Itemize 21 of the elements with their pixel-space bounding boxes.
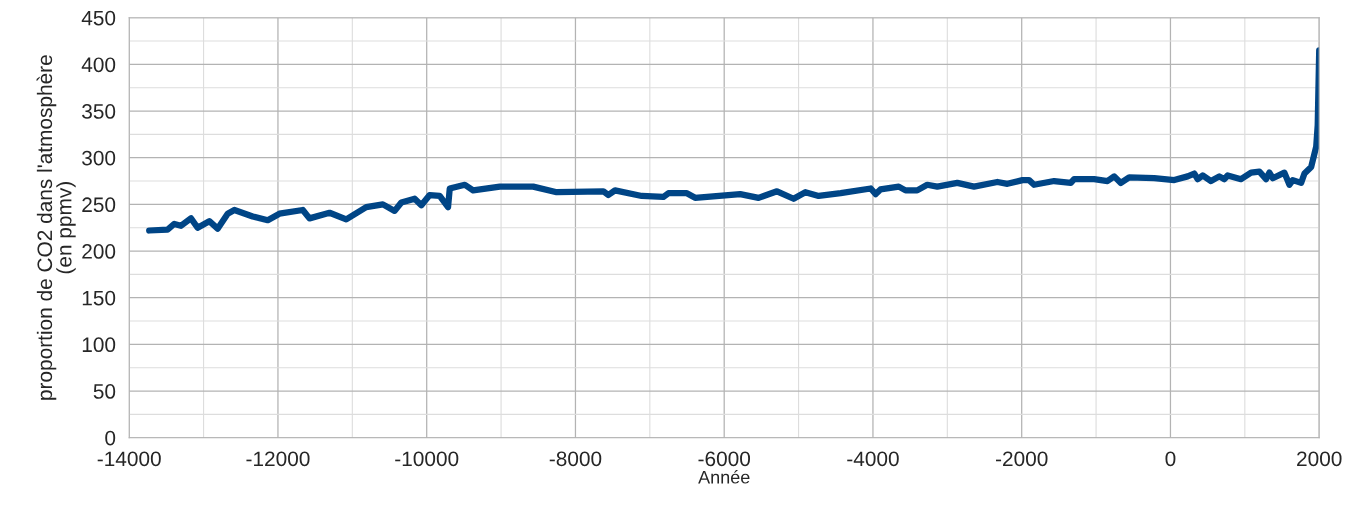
- y-tick-label: 250: [82, 197, 116, 213]
- y-tick-label: 150: [82, 290, 116, 306]
- y-tick-label: 350: [82, 104, 116, 119]
- x-tick-label: -6000: [698, 451, 751, 467]
- x-tick-label: -8000: [549, 451, 602, 467]
- x-tick-label: 2000: [1297, 451, 1342, 467]
- y-tick-label: 300: [82, 150, 116, 166]
- x-axis-title: Année: [698, 470, 750, 484]
- x-tick-label: -14000: [97, 451, 161, 467]
- y-axis-title: proportion de CO2 dans l'atmosphère (en ppmv): [36, 55, 76, 400]
- x-tick-label: 0: [1165, 451, 1176, 467]
- x-tick-label: -4000: [847, 451, 899, 467]
- y-tick-label: 450: [81, 10, 116, 26]
- y-tick-label: 50: [93, 384, 116, 399]
- y-tick-label: 400: [81, 57, 116, 73]
- x-tick-label: -10000: [395, 451, 459, 467]
- y-tick-label: 200: [82, 244, 116, 259]
- y-tick-label: 100: [82, 337, 116, 353]
- x-tick-label: -12000: [246, 451, 310, 467]
- y-tick-label: 0: [105, 430, 116, 446]
- x-tick-label: -2000: [995, 451, 1048, 467]
